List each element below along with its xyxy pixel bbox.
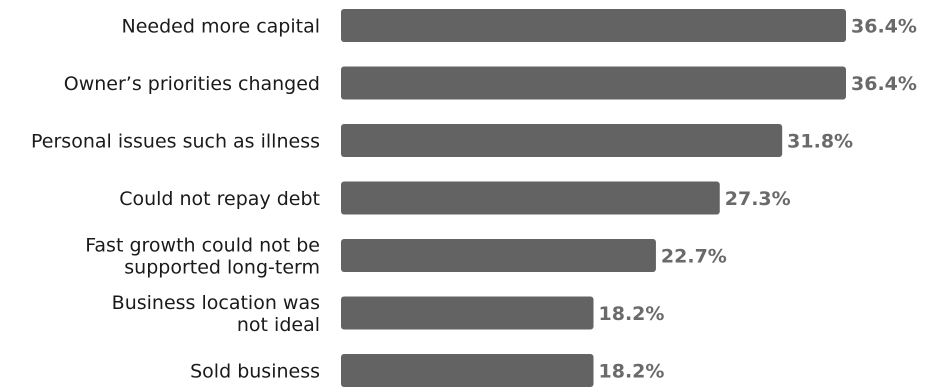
bars-layer [341, 9, 846, 387]
category-label-3: Could not repay debt [119, 188, 320, 210]
category-label-6: Sold business [190, 361, 320, 383]
category-label-0: Needed more capital [122, 16, 321, 38]
value-label-5: 18.2% [599, 303, 665, 325]
value-label-6: 18.2% [599, 361, 665, 383]
category-label-2: Personal issues such as illness [31, 131, 320, 153]
value-label-0: 36.4% [851, 16, 917, 38]
category-label-4-line-0: Fast growth could not be [85, 235, 320, 257]
category-label-1: Owner’s priorities changed [64, 73, 320, 95]
value-label-3: 27.3% [725, 188, 791, 210]
category-label-5-line-1: not ideal [237, 314, 320, 336]
category-label-5-line-0: Business location was [112, 292, 320, 314]
bar-5 [341, 296, 594, 330]
value-label-2: 31.8% [787, 131, 853, 153]
bar-3 [341, 181, 720, 215]
bar-1 [341, 66, 846, 100]
bar-6 [341, 354, 594, 387]
bar-2 [341, 124, 783, 157]
value-label-4: 22.7% [661, 246, 727, 268]
bar-0 [341, 9, 846, 42]
bar-4 [341, 239, 656, 272]
value-label-1: 36.4% [851, 73, 917, 95]
category-label-4-line-1: supported long-term [124, 257, 320, 279]
labels-layer: 36.4% Needed more capital 36.4% Owner’s pri… [31, 16, 917, 383]
